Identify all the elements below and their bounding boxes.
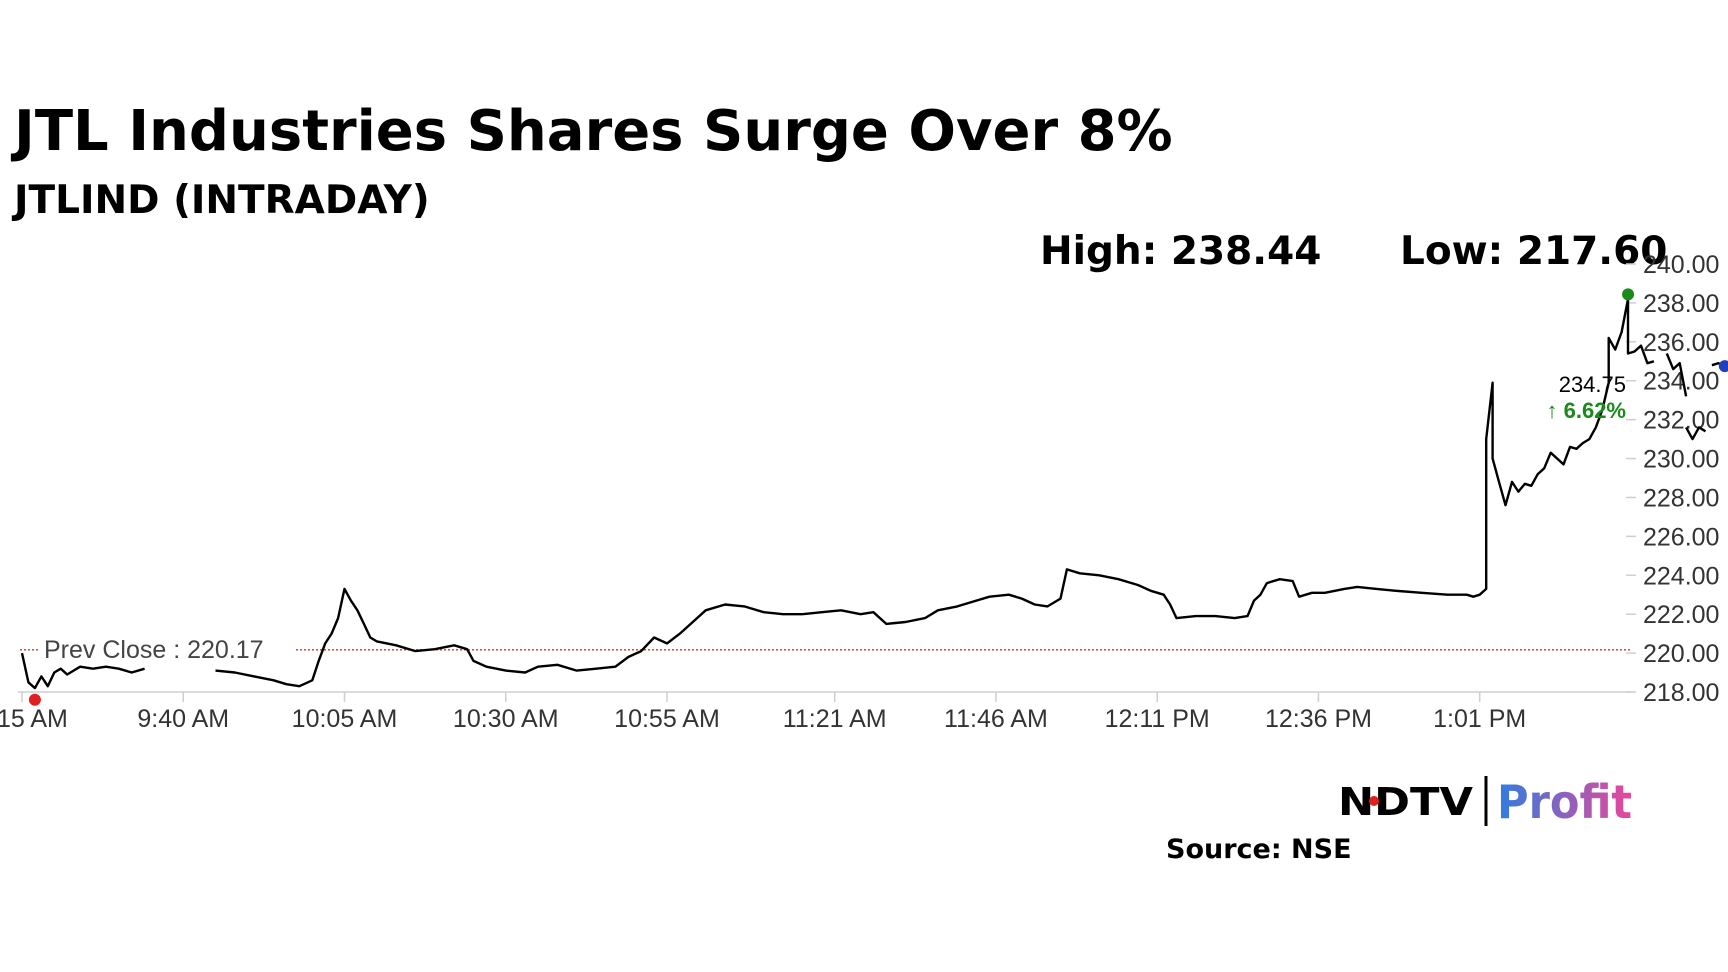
last-point-marker bbox=[1718, 360, 1728, 373]
last-price-label: 234.75 bbox=[1559, 372, 1626, 397]
x-tick-label: 10:30 AM bbox=[453, 705, 559, 733]
y-tick-label: 240.00 bbox=[1643, 251, 1719, 279]
high-stat: High: 238.44 bbox=[1040, 229, 1321, 274]
ndtv-profit-logo: NDTV Profit bbox=[1338, 775, 1632, 829]
chart-title: JTL Industries Shares Surge Over 8% bbox=[10, 99, 1173, 164]
x-tick-label: 11:21 AM bbox=[783, 705, 887, 733]
prev-close-label-background bbox=[40, 633, 294, 662]
price-line-segment bbox=[215, 297, 1655, 688]
x-tick-label: 11:46 AM bbox=[944, 705, 1048, 733]
price-line-segment bbox=[1685, 426, 1707, 441]
x-tick-label: 9:40 AM bbox=[137, 705, 229, 733]
x-tick-label: 10:05 AM bbox=[292, 705, 398, 733]
markers bbox=[28, 288, 1728, 706]
y-tick-label: 232.00 bbox=[1643, 407, 1719, 435]
profit-wordmark: Profit bbox=[1497, 775, 1632, 829]
y-tick-label: 224.00 bbox=[1643, 562, 1719, 590]
price-series bbox=[20, 297, 1726, 690]
y-tick-label: 218.00 bbox=[1643, 679, 1719, 707]
low-stat: Low: 217.60 bbox=[1400, 229, 1667, 274]
axes: 218.00 220.00 222.00 224.00 226.00 228.00 230.… bbox=[0, 251, 1719, 733]
prev-close-group: Prev Close : 220.17 bbox=[20, 633, 1630, 664]
y-tick-label: 228.00 bbox=[1643, 484, 1719, 512]
source-note: Source: NSE bbox=[1166, 834, 1352, 865]
y-tick-label: 236.00 bbox=[1643, 329, 1719, 357]
y-tick-label: 222.00 bbox=[1643, 601, 1719, 629]
price-line-segment bbox=[1665, 353, 1688, 397]
x-tick-label: 12:11 PM bbox=[1105, 705, 1210, 733]
x-tick-label: 1:01 PM bbox=[1433, 705, 1526, 733]
y-tick-label: 220.00 bbox=[1643, 640, 1719, 668]
high-point-marker bbox=[1622, 288, 1635, 301]
chart-subtitle: JTLIND (INTRADAY) bbox=[11, 178, 430, 223]
x-tick-label: 10:55 AM bbox=[614, 705, 720, 733]
price-line-segment bbox=[20, 652, 145, 690]
ndtv-dot-icon bbox=[1369, 796, 1379, 806]
ndtv-wordmark: NDTV bbox=[1338, 780, 1474, 824]
low-point-marker bbox=[28, 693, 41, 706]
change-percent-label: ↑ 6.62% bbox=[1547, 398, 1627, 423]
prev-close-label: Prev Close : 220.17 bbox=[44, 636, 264, 664]
y-tick-label: 230.00 bbox=[1643, 446, 1719, 474]
y-tick-label: 226.00 bbox=[1643, 523, 1719, 551]
x-tick-label: 12:36 PM bbox=[1265, 705, 1372, 733]
x-tick-label: 9:15 AM bbox=[0, 705, 68, 733]
y-tick-label: 238.00 bbox=[1643, 290, 1719, 318]
